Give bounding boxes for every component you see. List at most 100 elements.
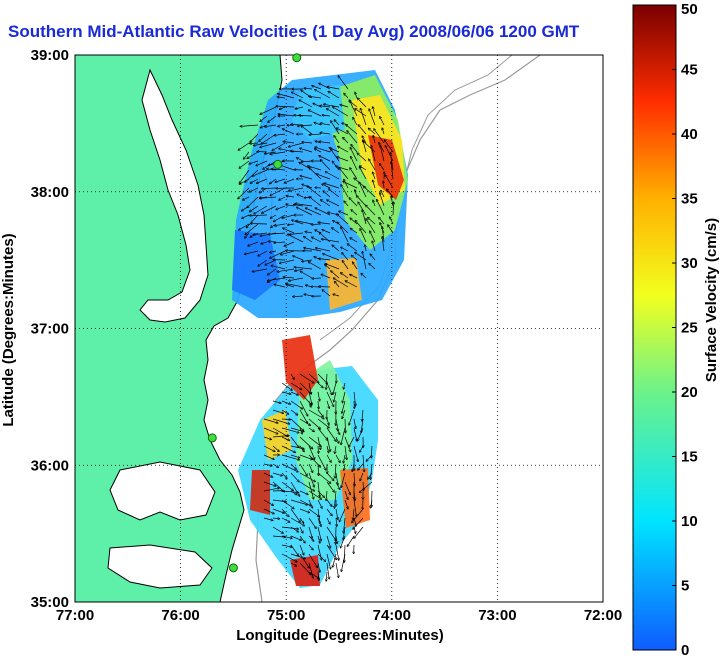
velocity-arrow xyxy=(306,208,322,216)
velocity-arrow xyxy=(278,114,295,117)
velocity-arrow xyxy=(246,214,259,228)
velocity-arrow xyxy=(338,76,349,90)
velocity-arrow xyxy=(390,217,394,225)
velocity-arrow xyxy=(339,508,346,522)
velocity-arrow xyxy=(332,245,340,252)
velocity-arrow xyxy=(335,562,339,577)
velocity-arrow xyxy=(366,205,376,216)
velocity-arrow xyxy=(326,454,331,462)
velocity-arrow xyxy=(290,382,302,390)
velocity-arrow xyxy=(358,125,367,135)
velocity-arrow xyxy=(331,271,340,279)
station-1-marker xyxy=(292,53,302,63)
velocity-arrow xyxy=(299,517,304,523)
velocity-arrow xyxy=(326,535,330,548)
velocity-arrow xyxy=(281,436,289,440)
velocity-arrow xyxy=(317,418,329,428)
velocity-arrow xyxy=(363,186,376,198)
velocity-arrow xyxy=(308,373,319,383)
velocity-arrow xyxy=(290,526,298,532)
velocity-arrow xyxy=(289,142,304,147)
y-tick-label: 39:00 xyxy=(31,47,69,64)
velocity-arrow xyxy=(308,110,322,117)
velocity-arrow xyxy=(344,499,348,509)
velocity-arrow xyxy=(351,145,358,153)
colorbar-tick-label: 40 xyxy=(681,126,698,143)
velocity-arrow xyxy=(238,187,250,199)
velocity-arrow xyxy=(281,481,293,491)
velocity-arrow xyxy=(380,193,385,207)
colorbar-tick-label: 10 xyxy=(681,513,698,530)
velocity-arrow xyxy=(328,91,340,99)
velocity-arrow xyxy=(299,562,311,575)
velocity-arrow xyxy=(326,544,336,559)
velocity-arrow xyxy=(349,100,358,117)
velocity-arrow xyxy=(391,196,394,207)
velocity-arrow xyxy=(317,499,322,508)
velocity-arrow xyxy=(281,427,299,433)
velocity-arrow xyxy=(340,535,346,548)
velocity-arrow xyxy=(351,255,358,261)
velocity-arrow xyxy=(270,187,286,196)
velocity-arrow xyxy=(308,562,313,578)
velocity-arrow xyxy=(351,210,358,216)
velocity-arrow xyxy=(342,261,349,270)
velocity-arrow xyxy=(317,427,328,440)
velocity-arrow xyxy=(323,254,340,261)
velocity-arrow xyxy=(322,230,331,234)
velocity-arrow xyxy=(290,454,300,458)
velocity-arrow xyxy=(290,400,302,409)
velocity-arrow xyxy=(370,463,373,479)
velocity-arrow xyxy=(341,553,346,571)
velocity-arrow xyxy=(362,210,367,225)
velocity-arrow xyxy=(357,196,367,207)
velocity-arrow xyxy=(320,106,331,107)
velocity-arrow xyxy=(366,454,373,461)
velocity-arrow xyxy=(272,518,280,519)
velocity-arrow xyxy=(299,490,308,494)
velocity-arrow xyxy=(326,481,334,492)
velocity-arrow xyxy=(326,508,332,516)
velocity-arrow xyxy=(290,418,304,431)
velocity-arrow xyxy=(274,133,286,135)
velocity-arrow xyxy=(299,463,307,476)
velocity-arrow xyxy=(299,427,302,434)
velocity-arrow xyxy=(277,97,286,98)
velocity-arrow xyxy=(351,156,358,171)
velocity-arrow xyxy=(290,535,301,540)
velocity-arrow xyxy=(317,517,321,526)
velocity-arrow xyxy=(263,499,273,505)
velocity-arrow xyxy=(344,481,350,495)
velocity-arrow xyxy=(353,427,357,441)
velocity-arrow xyxy=(281,535,292,538)
velocity-arrow xyxy=(299,544,304,555)
velocity-arrow xyxy=(352,463,355,471)
velocity-arrow xyxy=(317,562,320,572)
velocity-arrow xyxy=(362,409,363,421)
velocity-arrow xyxy=(342,400,346,413)
velocity-arrow xyxy=(333,278,349,288)
velocity-arrow xyxy=(317,409,323,417)
velocity-arrow xyxy=(343,181,358,189)
velocity-arrow xyxy=(247,196,259,208)
velocity-arrow xyxy=(335,454,340,462)
velocity-arrow xyxy=(281,409,288,414)
station-markers xyxy=(207,53,302,573)
velocity-arrow xyxy=(368,217,376,225)
velocity-arrow xyxy=(284,241,295,246)
velocity-arrow xyxy=(337,128,349,135)
velocity-arrow xyxy=(312,237,322,243)
colorbar-tick-label: 35 xyxy=(681,191,698,208)
velocity-arrow xyxy=(294,267,313,270)
velocity-arrow xyxy=(272,142,286,151)
velocity-arrow xyxy=(290,508,300,522)
velocity-arrow xyxy=(320,160,331,171)
velocity-arrow xyxy=(326,436,330,451)
velocity-arrow xyxy=(283,228,295,234)
velocity-arrow xyxy=(270,250,286,258)
velocity-arrow xyxy=(268,277,286,281)
colorbar-tick-label: 45 xyxy=(681,62,698,79)
velocity-arrow xyxy=(341,185,349,198)
colorbar-label: Surface Velocity (cm/s) xyxy=(703,218,720,382)
velocity-arrow xyxy=(343,526,346,540)
